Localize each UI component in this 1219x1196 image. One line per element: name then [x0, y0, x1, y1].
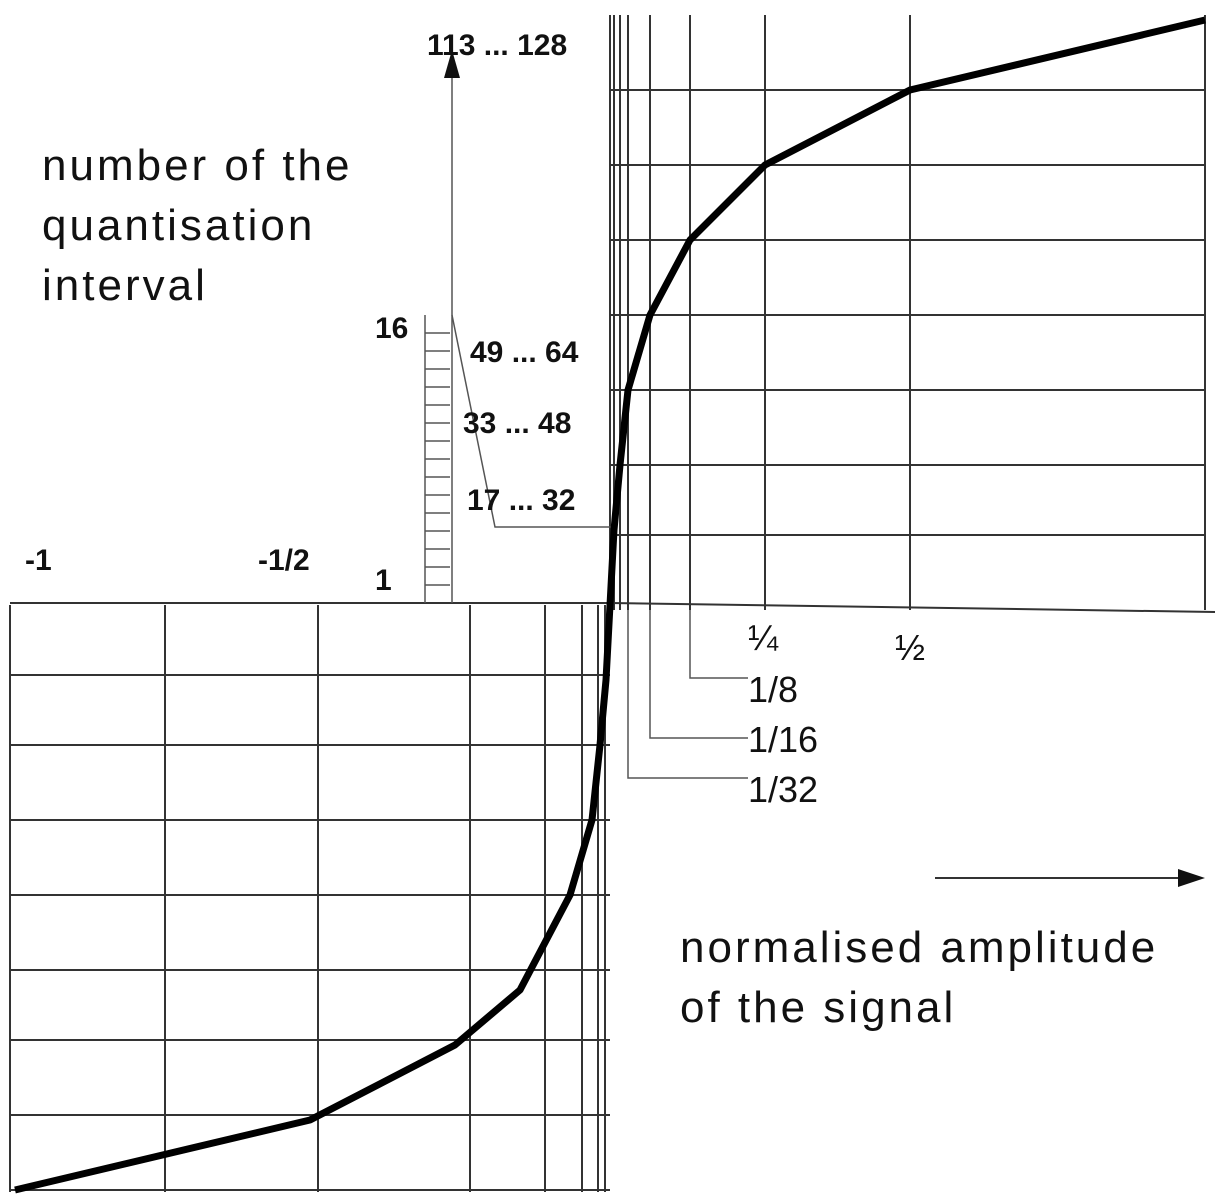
y-label-line: interval — [42, 261, 208, 310]
segment-label: 49 ... 64 — [470, 336, 579, 369]
scale-top: 16 — [375, 312, 408, 345]
x-label-line: of the signal — [680, 983, 956, 1032]
segment-label: 17 ... 32 — [467, 484, 575, 517]
top-label: 113 ... 128 — [427, 29, 567, 62]
scale-bottom: 1 — [375, 564, 392, 597]
x-small-label: 1/16 — [748, 719, 818, 760]
x-label-line: normalised amplitude — [680, 923, 1158, 972]
x-pos-label: ¼ — [748, 617, 779, 658]
y-label-line: quantisation — [42, 201, 315, 250]
x-pos-label: ½ — [895, 627, 925, 668]
x-neg-label: -1/2 — [258, 544, 310, 577]
x-neg-label: -1 — [25, 544, 52, 577]
x-small-label: 1/8 — [748, 669, 798, 710]
segment-label: 33 ... 48 — [463, 407, 571, 440]
y-label-line: number of the — [42, 141, 353, 190]
x-small-label: 1/32 — [748, 769, 818, 810]
compression-curve — [14, 16, 1206, 1194]
